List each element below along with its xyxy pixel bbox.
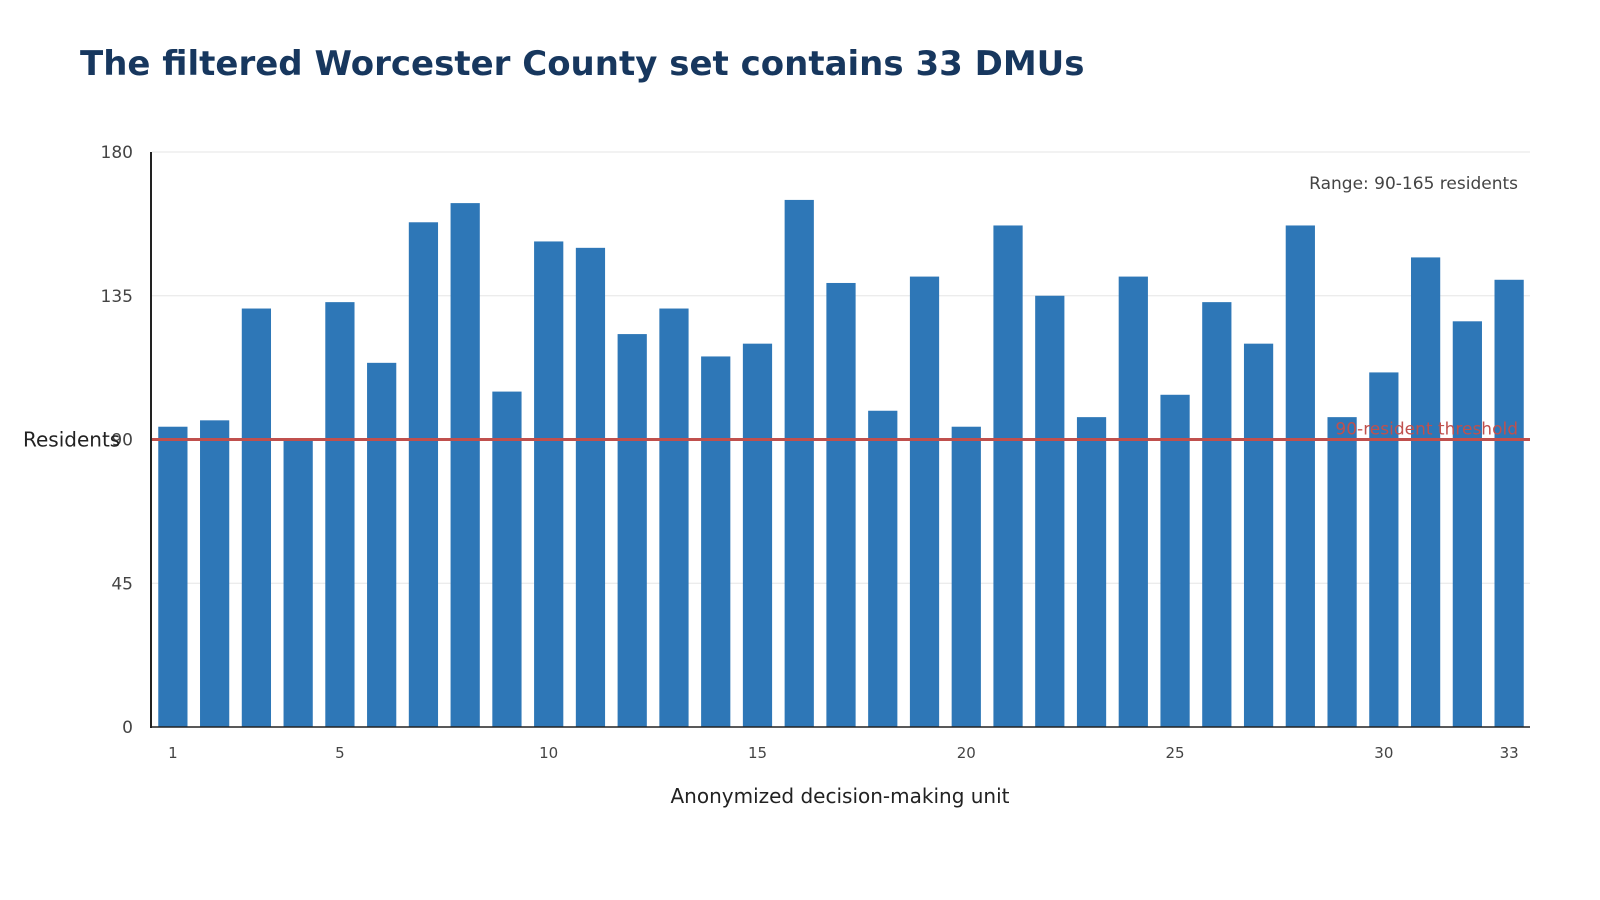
bar	[283, 439, 313, 727]
bar	[241, 308, 272, 727]
bar	[826, 282, 856, 727]
bar	[659, 308, 689, 727]
bar	[909, 276, 940, 727]
bar	[701, 356, 731, 727]
x-tick-labels: 1 5 10 15 20 25 30 33	[168, 744, 1519, 762]
bar	[617, 334, 647, 727]
bar	[993, 225, 1023, 727]
x-tick-label: 30	[1374, 744, 1393, 762]
bar	[1076, 417, 1107, 727]
threshold-label: 90-resident threshold	[1335, 420, 1518, 440]
bar	[868, 410, 898, 727]
bar	[1410, 257, 1441, 727]
bar	[200, 420, 230, 727]
bars	[158, 199, 1524, 728]
bar	[1202, 302, 1232, 727]
x-tick-label: 15	[748, 744, 767, 762]
x-tick-label: 25	[1166, 744, 1185, 762]
y-tick-label: 0	[122, 718, 133, 738]
x-axis-label: Anonymized decision-making unit	[670, 784, 1009, 808]
bar	[1035, 295, 1065, 727]
bar	[450, 203, 480, 728]
bar	[1452, 321, 1482, 727]
y-axis-label: Residents	[23, 428, 120, 452]
bar	[492, 391, 522, 727]
bar	[408, 222, 439, 727]
bar	[1369, 372, 1399, 727]
y-tick-label: 90	[111, 431, 133, 451]
y-tick-label: 45	[111, 574, 133, 594]
x-tick-label: 1	[168, 744, 178, 762]
x-tick-label: 5	[335, 744, 345, 762]
y-tick-label: 135	[101, 287, 133, 307]
bar	[1285, 225, 1315, 727]
bar	[534, 241, 564, 727]
bar	[1243, 343, 1274, 727]
bar	[1327, 417, 1357, 727]
chart-title: The filtered Worcester County set contai…	[80, 44, 1085, 84]
bar	[1494, 279, 1524, 727]
x-tick-label: 33	[1500, 744, 1519, 762]
bar	[742, 343, 773, 727]
bar	[1118, 276, 1148, 727]
x-tick-label: 20	[957, 744, 976, 762]
bar	[325, 302, 355, 727]
bar	[575, 247, 606, 728]
bar	[951, 426, 981, 727]
range-annotation: Range: 90-165 residents	[1309, 174, 1518, 194]
x-tick-label: 10	[539, 744, 558, 762]
y-tick-label: 180	[101, 143, 133, 163]
threshold-group: 90-resident threshold	[150, 420, 1530, 441]
bar	[158, 426, 188, 727]
bar	[784, 199, 814, 727]
bar	[1160, 394, 1190, 727]
y-tick-labels: 0 45 90 135 180	[101, 143, 133, 738]
bar	[367, 362, 397, 727]
